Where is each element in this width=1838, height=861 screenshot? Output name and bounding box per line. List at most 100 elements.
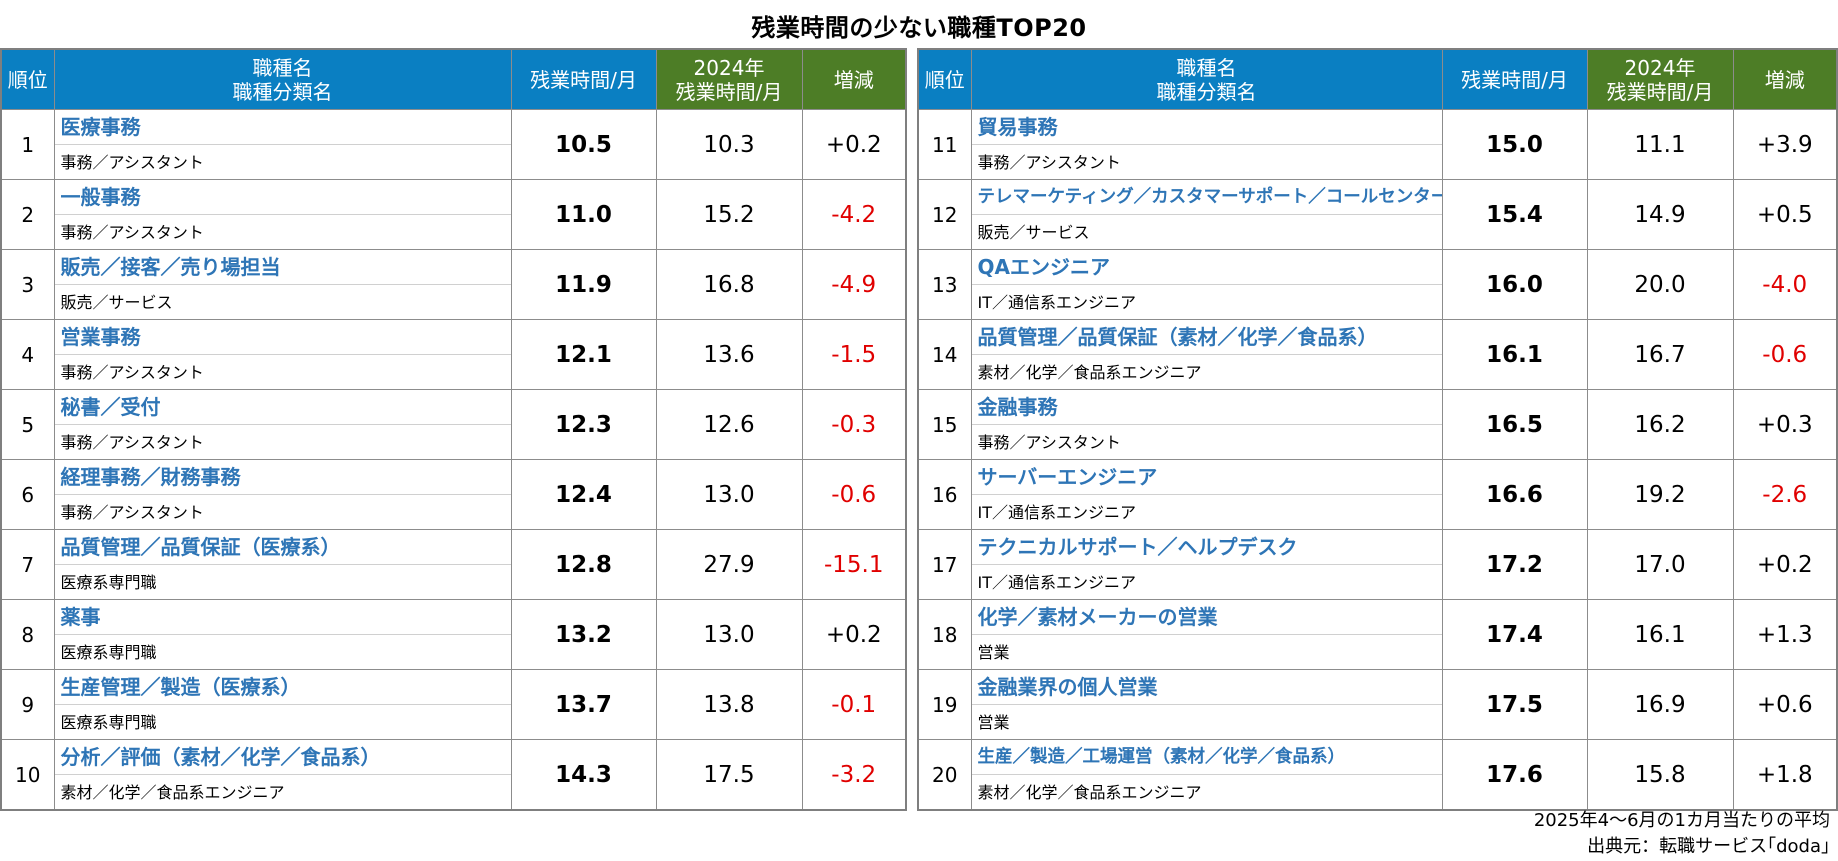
header-job: 職種名 職種分類名 [53,48,512,110]
job-cell: サーバーエンジニア IT／通信系エンジニア [970,459,1443,530]
change-cell: -0.6 [801,459,907,530]
job-category: 素材／化学／食品系エンジニア [977,783,1202,802]
prev-hours-cell: 10.3 [655,109,803,180]
change-cell: -3.2 [801,739,907,811]
change-cell: -0.6 [1732,319,1838,390]
job-category: 素材／化学／食品系エンジニア [60,783,285,802]
current-hours-cell: 13.7 [510,669,657,740]
job-name: 薬事 [54,600,511,635]
table-row: 19 金融業界の個人営業 営業 17.5 16.9 +0.6 [917,669,1838,740]
job-cell: 秘書／受付 事務／アシスタント [53,389,512,460]
table-row: 10 分析／評価（素材／化学／食品系） 素材／化学／食品系エンジニア 14.3 17.5… [0,739,907,811]
change-cell: +3.9 [1732,109,1838,180]
header-rank: 順位 [917,48,972,110]
current-hours-cell: 17.2 [1441,529,1588,600]
job-category: IT／通信系エンジニア [977,503,1137,522]
current-hours-cell: 16.0 [1441,249,1588,320]
job-name: 医療事務 [54,110,511,145]
rank-cell: 20 [917,739,972,811]
job-cell: 生産管理／製造（医療系） 医療系専門職 [53,669,512,740]
job-cell: QAエンジニア IT／通信系エンジニア [970,249,1443,320]
job-cell: 金融事務 事務／アシスタント [970,389,1443,460]
header-change: 増減 [1732,48,1838,110]
change-cell: +1.8 [1732,739,1838,811]
job-cell: 営業事務 事務／アシスタント [53,319,512,390]
header-job-line1: 職種名 [1176,55,1237,80]
current-hours-cell: 17.4 [1441,599,1588,670]
header-job: 職種名 職種分類名 [970,48,1443,110]
job-category: 医療系専門職 [60,713,157,732]
header-prev-line2: 残業時間/月 [675,79,783,104]
job-category: 販売／サービス [977,223,1090,242]
job-name: 金融業界の個人営業 [971,670,1442,705]
job-cell: 分析／評価（素材／化学／食品系） 素材／化学／食品系エンジニア [53,739,512,811]
header-job-line2: 職種分類名 [232,79,333,104]
rank-cell: 8 [0,599,55,670]
table-row: 2 一般事務 事務／アシスタント 11.0 15.2 -4.2 [0,179,907,250]
change-cell: +0.5 [1732,179,1838,250]
job-category: 事務／アシスタント [60,223,204,242]
rank-cell: 18 [917,599,972,670]
job-name: 品質管理／品質保証（医療系） [54,530,511,565]
rank-cell: 1 [0,109,55,180]
table-row: 17 テクニカルサポート／ヘルプデスク IT／通信系エンジニア 17.2 17.0 +0.… [917,529,1838,600]
job-name: 営業事務 [54,320,511,355]
change-cell: +1.3 [1732,599,1838,670]
table-header-row: 順位 職種名 職種分類名 残業時間/月 2024年 残業時間/月 増減 [917,48,1838,110]
current-hours-cell: 16.1 [1441,319,1588,390]
job-cell: 品質管理／品質保証（素材／化学／食品系） 素材／化学／食品系エンジニア [970,319,1443,390]
current-hours-cell: 12.1 [510,319,657,390]
rank-cell: 10 [0,739,55,811]
job-category: 事務／アシスタント [60,153,204,172]
prev-hours-cell: 13.8 [655,669,803,740]
table-row: 3 販売／接客／売り場担当 販売／サービス 11.9 16.8 -4.9 [0,249,907,320]
prev-hours-cell: 19.2 [1586,459,1734,530]
prev-hours-cell: 14.9 [1586,179,1734,250]
job-category: 素材／化学／食品系エンジニア [977,363,1202,382]
rank-cell: 13 [917,249,972,320]
current-hours-cell: 15.4 [1441,179,1588,250]
rank-cell: 11 [917,109,972,180]
job-category: 事務／アシスタント [977,153,1121,172]
rank-cell: 14 [917,319,972,390]
table-row: 13 QAエンジニア IT／通信系エンジニア 16.0 20.0 -4.0 [917,249,1838,320]
rank-cell: 15 [917,389,972,460]
job-cell: テクニカルサポート／ヘルプデスク IT／通信系エンジニア [970,529,1443,600]
job-cell: 販売／接客／売り場担当 販売／サービス [53,249,512,320]
prev-hours-cell: 15.2 [655,179,803,250]
table-row: 5 秘書／受付 事務／アシスタント 12.3 12.6 -0.3 [0,389,907,460]
prev-hours-cell: 16.9 [1586,669,1734,740]
prev-hours-cell: 17.0 [1586,529,1734,600]
job-name: 化学／素材メーカーの営業 [971,600,1442,635]
change-cell: +0.2 [801,109,907,180]
change-cell: -4.2 [801,179,907,250]
change-cell: +0.2 [1732,529,1838,600]
job-cell: 経理事務／財務事務 事務／アシスタント [53,459,512,530]
change-cell: -15.1 [801,529,907,600]
header-job-line1: 職種名 [252,55,313,80]
prev-hours-cell: 13.0 [655,599,803,670]
header-rank: 順位 [0,48,55,110]
job-category: IT／通信系エンジニア [977,293,1137,312]
job-name: テクニカルサポート／ヘルプデスク [971,530,1442,565]
page-title: 残業時間の少ない職種TOP20 [751,14,1087,42]
table-row: 14 品質管理／品質保証（素材／化学／食品系） 素材／化学／食品系エンジニア 16.1… [917,319,1838,390]
prev-hours-cell: 20.0 [1586,249,1734,320]
current-hours-cell: 16.6 [1441,459,1588,530]
rank-cell: 5 [0,389,55,460]
job-name: 秘書／受付 [54,390,511,425]
rank-cell: 2 [0,179,55,250]
job-cell: 品質管理／品質保証（医療系） 医療系専門職 [53,529,512,600]
table-row: 8 薬事 医療系専門職 13.2 13.0 +0.2 [0,599,907,670]
current-hours-cell: 17.6 [1441,739,1588,811]
job-name: 貿易事務 [971,110,1442,145]
current-hours-cell: 17.5 [1441,669,1588,740]
job-cell: 生産／製造／工場運営（素材／化学／食品系） 素材／化学／食品系エンジニア [970,739,1443,811]
rank-cell: 6 [0,459,55,530]
change-cell: -2.6 [1732,459,1838,530]
rank-cell: 19 [917,669,972,740]
job-category: 販売／サービス [60,293,173,312]
header-prev-hours: 2024年 残業時間/月 [655,48,803,110]
rank-cell: 12 [917,179,972,250]
change-cell: -0.3 [801,389,907,460]
